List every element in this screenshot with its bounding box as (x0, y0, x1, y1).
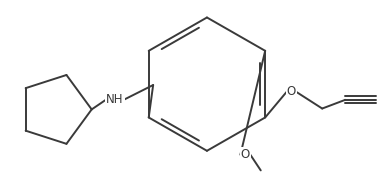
Text: O: O (287, 85, 296, 98)
Text: NH: NH (106, 93, 123, 106)
Text: O: O (241, 148, 250, 161)
